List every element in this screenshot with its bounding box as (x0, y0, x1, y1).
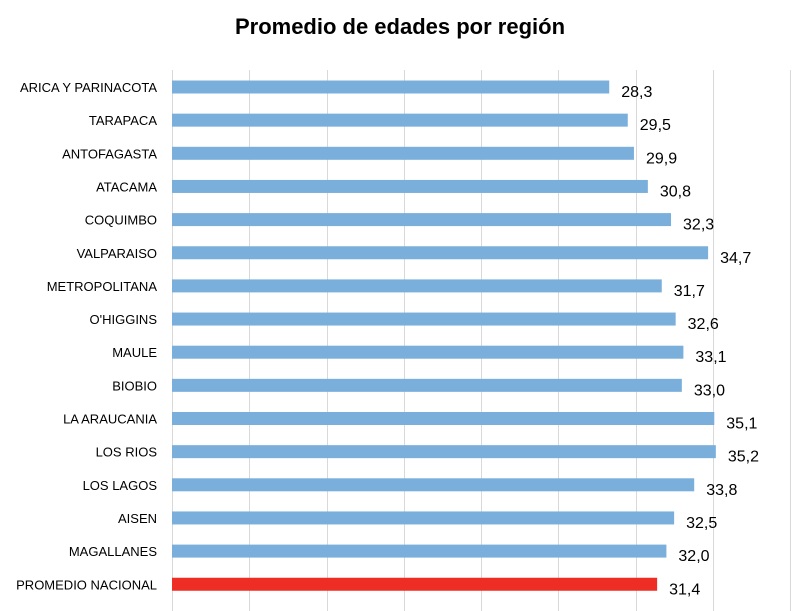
bar-los-rios (172, 445, 716, 459)
bar-o-higgins (172, 312, 676, 326)
value-label-coquimbo: 32,3 (683, 217, 714, 234)
value-label-antofagasta: 29,9 (646, 150, 677, 167)
category-label-atacama: ATACAMA (96, 179, 157, 194)
category-label-magallanes: MAGALLANES (69, 544, 157, 559)
value-label-los-rios: 35,2 (728, 449, 759, 466)
category-label-metropolitana: METROPOLITANA (47, 279, 158, 294)
bar-metropolitana (172, 279, 662, 293)
category-label-antofagasta: ANTOFAGASTA (62, 146, 157, 161)
category-label-tarapaca: TARAPACA (89, 113, 157, 128)
bar-magallanes (172, 544, 667, 558)
category-label-maule: MAULE (112, 345, 157, 360)
value-label-aisen: 32,5 (686, 515, 717, 532)
category-label-los-rios: LOS RIOS (96, 445, 158, 460)
value-label-biobio: 33,0 (694, 382, 725, 399)
category-label-aisen: AISEN (118, 511, 157, 526)
bar-maule (172, 345, 684, 359)
bar-tarapaca (172, 113, 628, 127)
category-label-coquimbo: COQUIMBO (85, 213, 157, 228)
bar-los-lagos (172, 478, 695, 492)
bar-arica-y-parinacota (172, 80, 610, 94)
category-label-o-higgins: O'HIGGINS (90, 312, 158, 327)
bar-promedio-nacional (172, 577, 658, 591)
value-label-metropolitana: 31,7 (674, 283, 705, 300)
label-layer: ARICA Y PARINACOTA 28,3 TARAPACA 29,5 ANTOFA… (16, 80, 759, 598)
category-label-promedio-nacional: PROMEDIO NACIONAL (16, 577, 157, 592)
bar-aisen (172, 511, 675, 525)
value-label-magallanes: 32,0 (678, 548, 709, 565)
bar-atacama (172, 179, 648, 193)
value-label-o-higgins: 32,6 (688, 316, 719, 333)
value-label-atacama: 30,8 (660, 183, 691, 200)
bar-antofagasta (172, 146, 634, 160)
value-label-la-araucania: 35,1 (726, 416, 757, 433)
bar-layer (172, 80, 716, 591)
bar-la-araucania (172, 412, 715, 425)
value-label-maule: 33,1 (695, 349, 726, 366)
value-label-arica-y-parinacota: 28,3 (621, 84, 652, 101)
bar-valparaiso (172, 246, 709, 260)
chart-title: Promedio de edades por región (234, 14, 566, 39)
category-label-los-lagos: LOS LAGOS (83, 478, 158, 493)
value-label-los-lagos: 33,8 (706, 482, 737, 499)
value-label-promedio-nacional: 31,4 (669, 581, 700, 598)
category-label-la-araucania: LA ARAUCANIA (63, 412, 157, 427)
category-label-valparaiso: VALPARAISO (77, 246, 157, 261)
value-label-valparaiso: 34,7 (720, 250, 751, 267)
category-label-biobio: BIOBIO (112, 378, 157, 393)
category-label-arica-y-parinacota: ARICA Y PARINACOTA (20, 80, 157, 95)
bar-biobio (172, 378, 682, 392)
bar-coquimbo (172, 213, 672, 227)
value-label-tarapaca: 29,5 (640, 117, 671, 134)
